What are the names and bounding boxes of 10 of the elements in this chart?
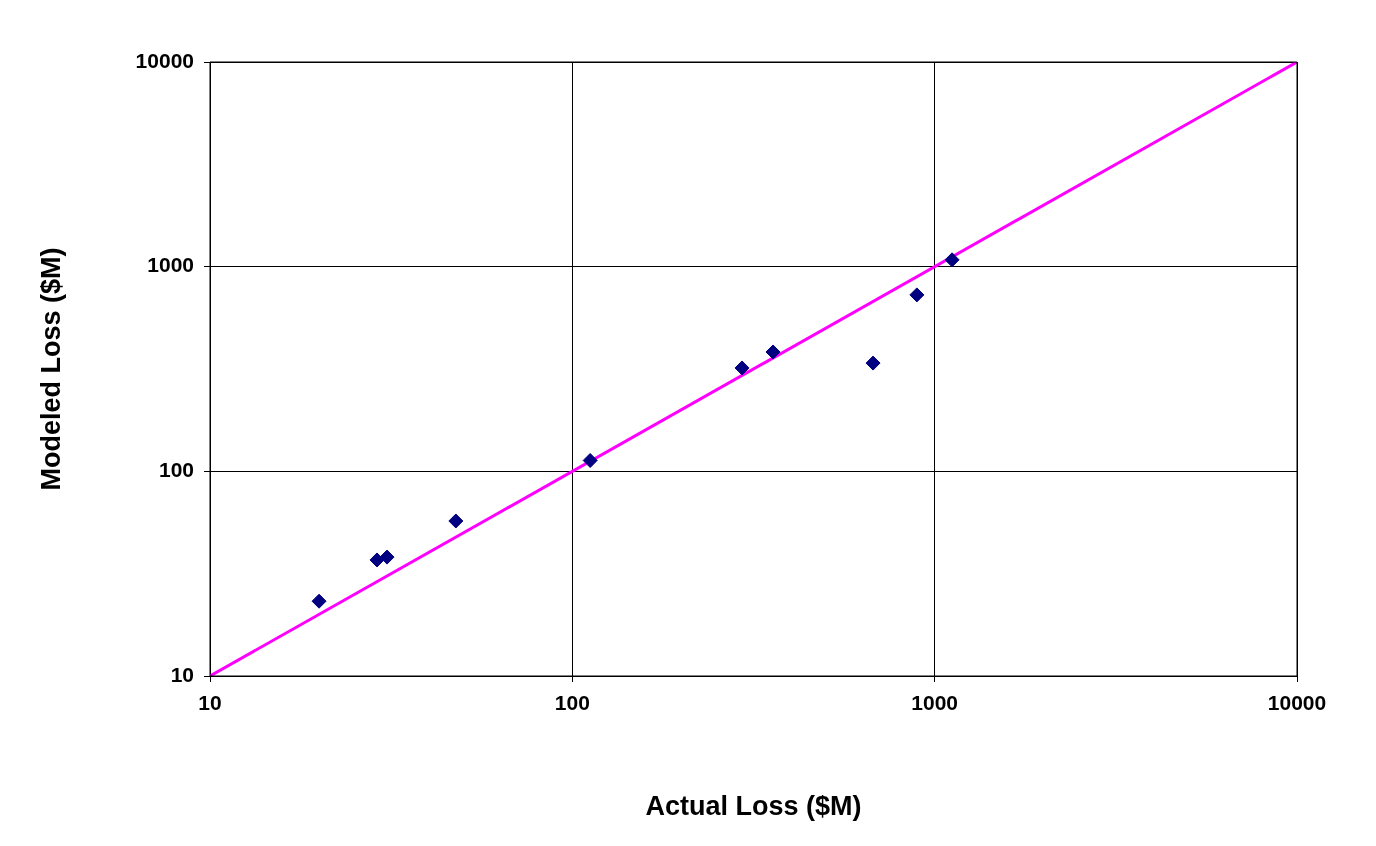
x-tick-label: 1000 <box>911 691 959 715</box>
x-axis-title: Actual Loss ($M) <box>645 791 862 822</box>
y-tick-label: 1000 <box>147 253 194 277</box>
y-tick-label: 10 <box>170 662 194 686</box>
y-tick-label: 10000 <box>135 48 194 72</box>
x-tick-label: 10 <box>198 691 222 715</box>
y-tick-label: 100 <box>158 458 194 482</box>
x-tick-label: 100 <box>554 691 590 715</box>
x-tick-label: 10000 <box>1267 691 1327 715</box>
y-axis-title: Modeled Loss ($M) <box>35 247 66 491</box>
